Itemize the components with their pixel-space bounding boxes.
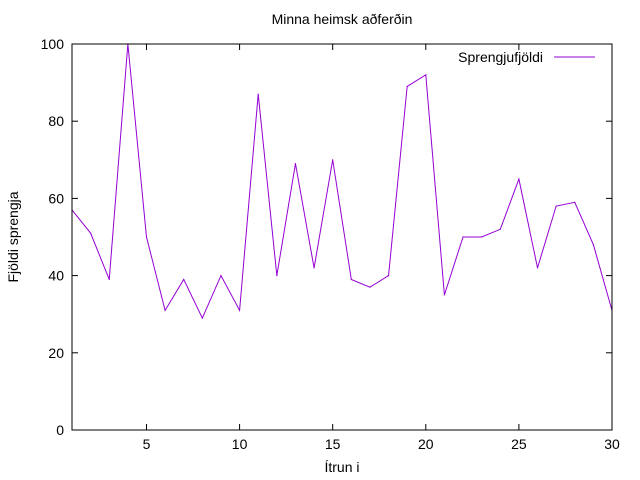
x-axis-ticks: 5 10 15 20 25 30 xyxy=(143,44,620,452)
x-tick-label: 15 xyxy=(325,436,341,452)
legend: Sprengjufjöldi xyxy=(458,49,595,65)
x-axis-label: Ítrun i xyxy=(324,459,359,475)
data-point xyxy=(183,278,185,281)
data-point xyxy=(145,236,148,238)
y-tick-label: 0 xyxy=(56,422,64,438)
series-line-sprengjufjoldi xyxy=(71,43,613,320)
chart-title: Minna heimsk aðferðin xyxy=(272,11,413,27)
data-point xyxy=(257,93,259,95)
data-point xyxy=(462,236,464,238)
x-tick-label: 10 xyxy=(232,436,248,452)
data-point xyxy=(332,159,334,161)
y-tick-label: 80 xyxy=(48,113,64,129)
data-point xyxy=(574,201,576,203)
data-point xyxy=(555,205,557,207)
plot-frame xyxy=(71,43,613,431)
data-point xyxy=(481,236,483,238)
x-tick-label: 5 xyxy=(143,436,151,452)
y-tick-label: 20 xyxy=(48,345,64,361)
data-point xyxy=(406,85,408,88)
x-tick-label: 20 xyxy=(418,436,434,452)
y-axis-label: Fjöldi sprengja xyxy=(5,191,21,282)
data-point xyxy=(443,294,446,296)
data-point xyxy=(425,74,427,76)
data-point xyxy=(313,267,315,269)
legend-label: Sprengjufjöldi xyxy=(458,49,543,65)
data-point xyxy=(350,278,352,281)
data-point xyxy=(201,317,203,319)
data-point xyxy=(220,275,222,277)
y-tick-label: 100 xyxy=(41,36,65,52)
y-tick-label: 40 xyxy=(48,268,64,284)
data-point xyxy=(90,232,92,234)
data-point xyxy=(387,275,390,277)
x-tick-label: 30 xyxy=(604,436,620,452)
x-tick-label: 25 xyxy=(511,436,527,452)
data-point xyxy=(592,244,594,246)
data-point xyxy=(108,278,110,281)
data-point xyxy=(369,286,371,288)
data-point xyxy=(294,163,297,165)
data-point xyxy=(276,275,278,277)
y-tick-label: 60 xyxy=(48,190,64,206)
data-point xyxy=(518,178,520,180)
data-point xyxy=(536,267,539,269)
y-axis-ticks: 0 20 40 60 80 100 xyxy=(41,36,612,438)
data-point xyxy=(238,309,241,311)
series-points xyxy=(71,43,613,319)
data-point xyxy=(164,309,166,311)
data-point xyxy=(499,228,501,230)
